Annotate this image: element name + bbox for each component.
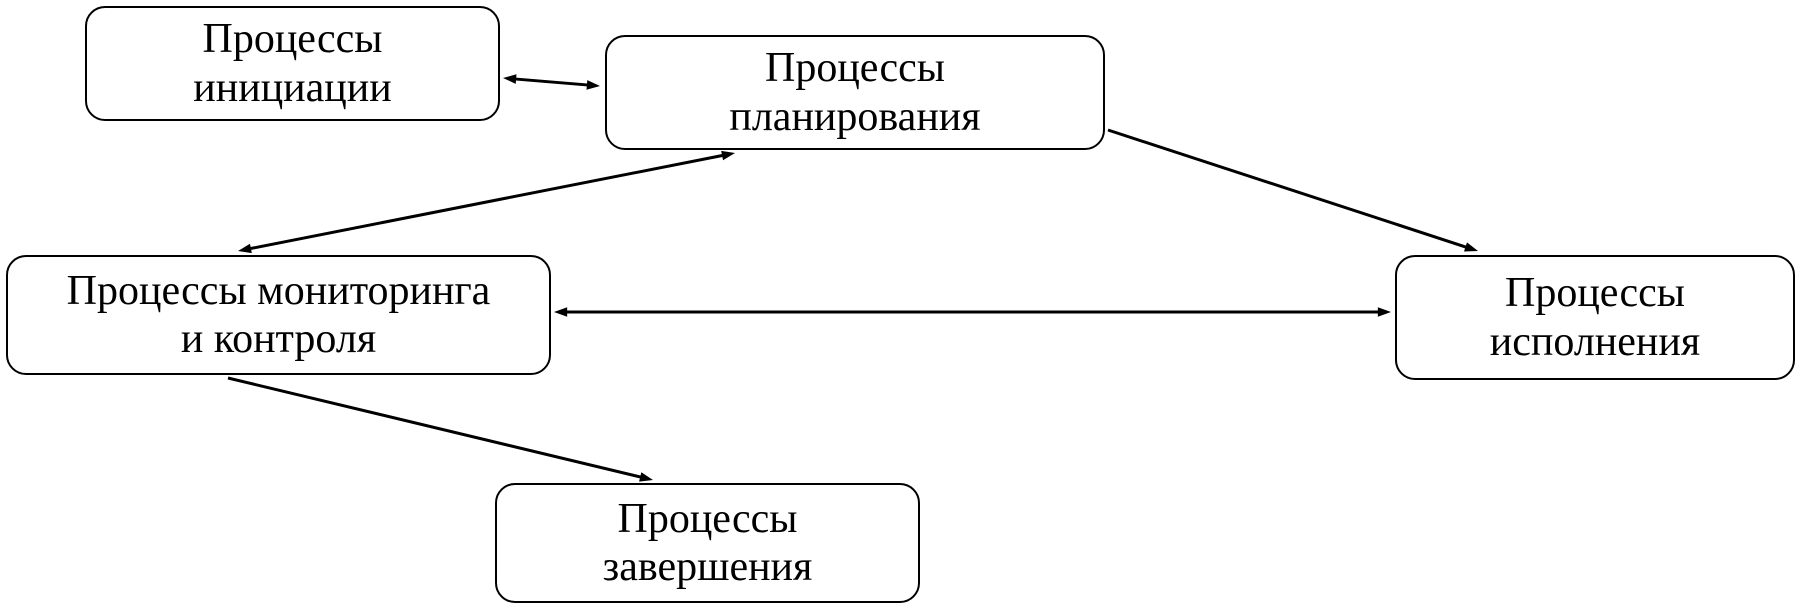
arrowhead [503, 74, 517, 84]
arrowhead [238, 244, 252, 253]
edge-monitoring-closure [228, 378, 645, 478]
arrowhead [721, 151, 735, 160]
node-label: Процессызавершения [603, 495, 813, 592]
node-closure: Процессызавершения [495, 483, 920, 603]
edge-planning-monitoring [246, 155, 727, 250]
node-label: Процессыисполнения [1490, 269, 1700, 366]
node-label: Процессыпланирования [729, 44, 980, 141]
node-initiation: Процессыинициации [85, 6, 500, 121]
node-label: Процессы мониторингаи контроля [67, 267, 491, 364]
arrowhead [554, 307, 567, 317]
node-monitoring: Процессы мониторингаи контроля [6, 255, 551, 375]
edge-initiation-planning [511, 79, 591, 86]
arrowhead [639, 472, 653, 481]
edge-planning-execution [1108, 130, 1470, 248]
node-execution: Процессыисполнения [1395, 255, 1795, 380]
node-label: Процессыинициации [193, 15, 391, 112]
arrowhead [586, 80, 600, 90]
arrowhead [1464, 242, 1478, 251]
node-planning: Процессыпланирования [605, 35, 1105, 150]
arrowhead [1378, 307, 1391, 317]
